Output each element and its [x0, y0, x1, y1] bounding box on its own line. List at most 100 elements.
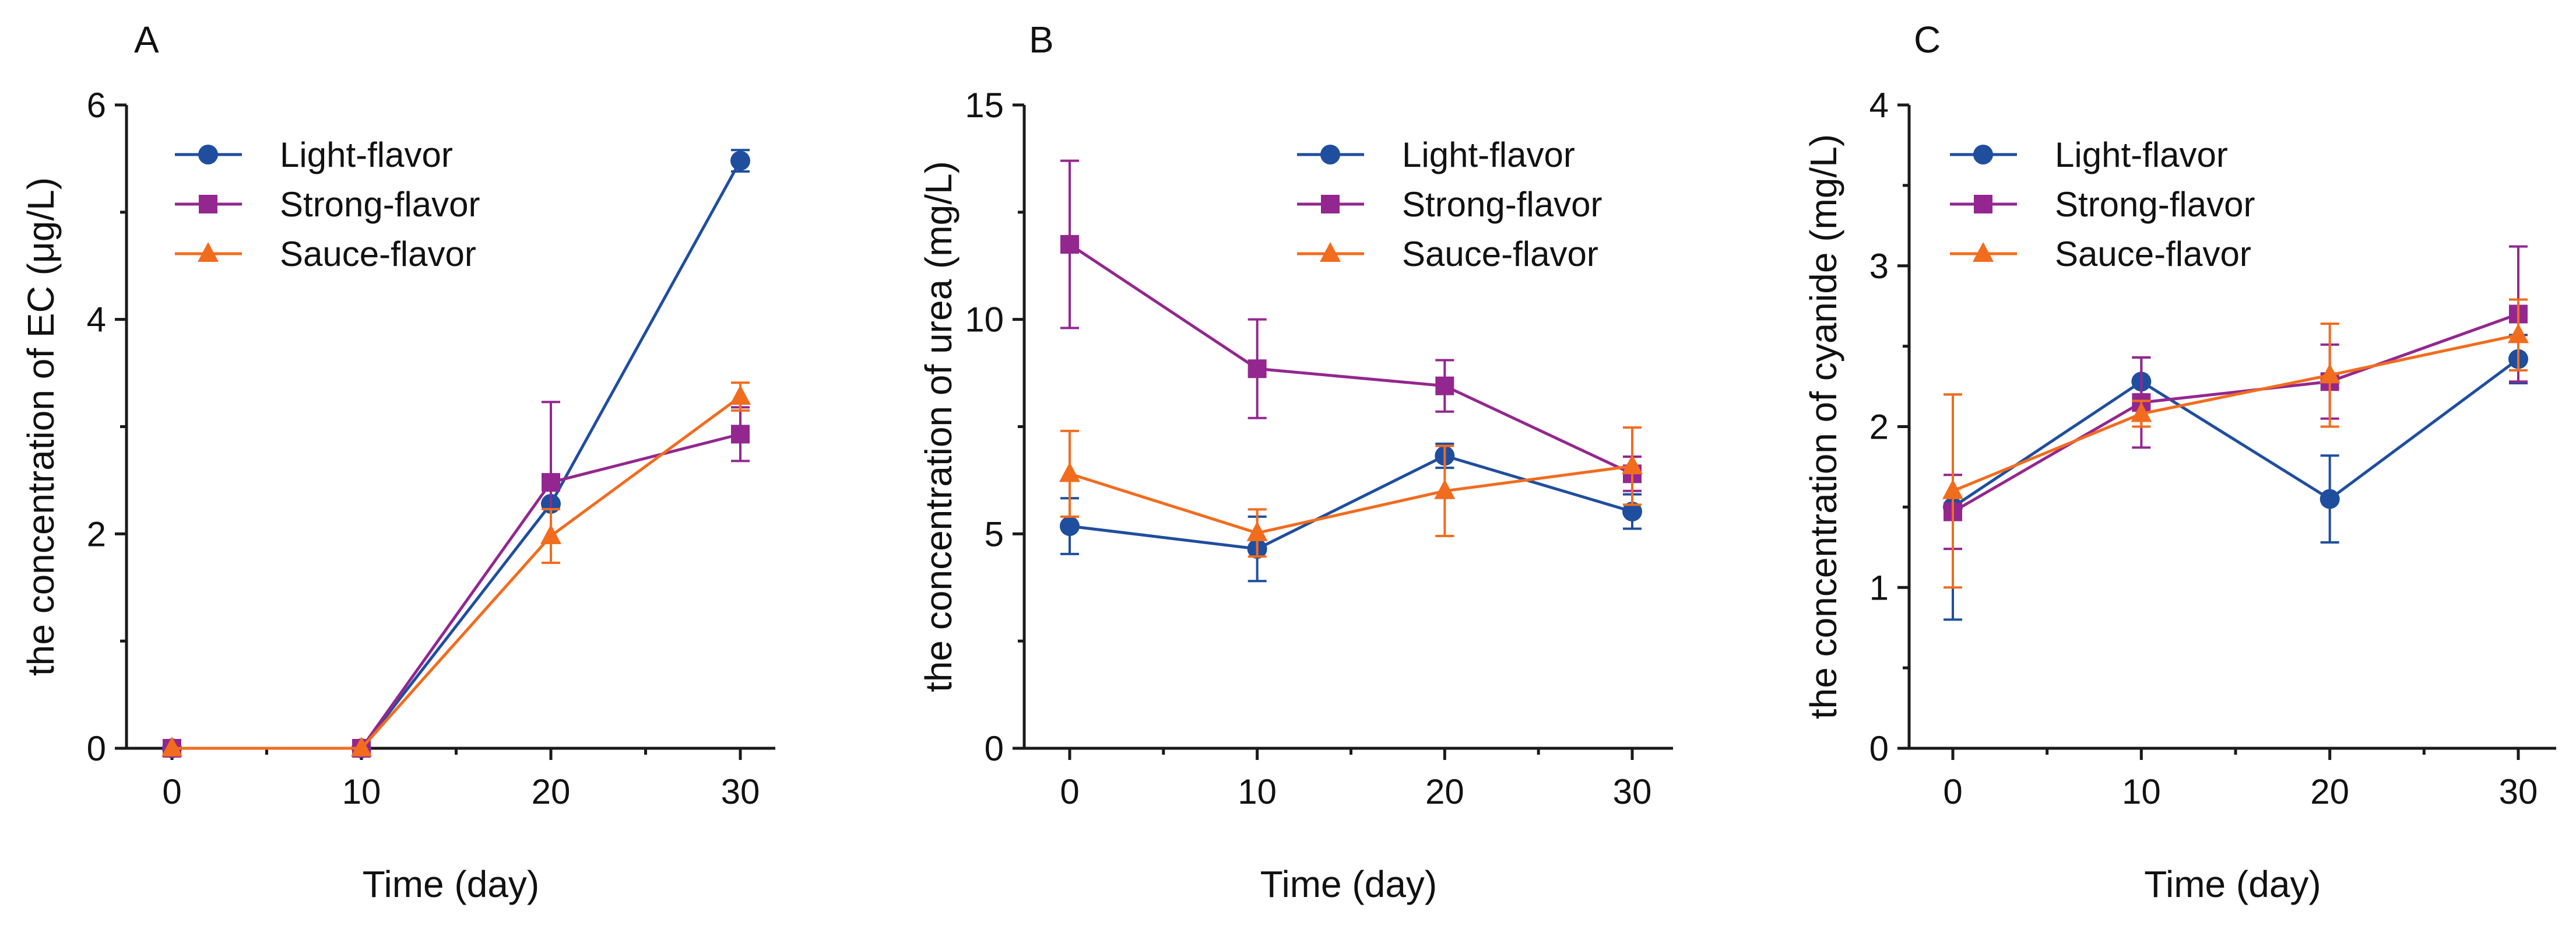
- y-tick-label: 10: [965, 300, 1004, 339]
- x-tick-label: 10: [1238, 772, 1277, 811]
- y-axis-title: the concentration of urea (mg/L): [918, 161, 960, 692]
- legend-marker: [1320, 145, 1340, 164]
- series-line: [1069, 243, 1633, 475]
- x-tick-label: 30: [2499, 772, 2538, 811]
- data-point: [730, 150, 750, 171]
- y-tick-label: 1: [1869, 568, 1889, 607]
- y-tick-label: 4: [1869, 86, 1889, 125]
- panel-label: C: [1914, 19, 1941, 61]
- series-Strong-flavor: [1060, 159, 1642, 492]
- data-point: [1942, 479, 1963, 499]
- legend-item: Sauce-flavor: [175, 234, 476, 274]
- legend-label: Sauce-flavor: [280, 234, 476, 274]
- y-axis-title: the concentration of EC (μg/L): [20, 177, 62, 676]
- legend-item: Light-flavor: [175, 135, 453, 174]
- series-line: [172, 432, 741, 750]
- series-Strong-flavor: [1944, 245, 2528, 551]
- x-tick-label: 0: [1943, 772, 1962, 811]
- x-tick-label: 20: [532, 772, 571, 811]
- y-axis-title: the concentration of cyanide (mg/L): [1802, 134, 1844, 719]
- data-point: [2131, 402, 2152, 422]
- y-tick-label: 5: [985, 514, 1004, 553]
- legend-marker: [198, 145, 218, 164]
- series-line: [1069, 454, 1633, 551]
- legend-marker: [1320, 242, 1341, 262]
- data-point: [1060, 234, 1079, 254]
- y-tick-label: 15: [965, 86, 1004, 125]
- legend-label: Strong-flavor: [280, 185, 480, 224]
- legend: Light-flavor Strong-flavor Sauce-flavor: [175, 135, 480, 274]
- y-tick-label: 0: [1869, 729, 1889, 768]
- legend: Light-flavor Strong-flavor Sauce-flavor: [1297, 135, 1602, 274]
- x-axis-title: Time (day): [1260, 863, 1437, 905]
- legend-item: Strong-flavor: [175, 185, 480, 224]
- legend-marker: [198, 242, 219, 262]
- data-point: [1059, 462, 1080, 482]
- x-tick-label: 30: [721, 772, 760, 811]
- panel-C: C 0 1 2 3 4 0 10 20 30 Time (day) the concentration…: [1802, 19, 2556, 905]
- x-tick-label: 0: [1060, 772, 1079, 811]
- x-tick-label: 30: [1613, 772, 1652, 811]
- legend-item: Light-flavor: [1950, 135, 2228, 174]
- legend-item: Sauce-flavor: [1950, 234, 2251, 274]
- legend-label: Sauce-flavor: [1402, 234, 1598, 274]
- legend-marker: [1973, 242, 1994, 262]
- data-point: [731, 425, 750, 444]
- x-tick-label: 0: [162, 772, 181, 811]
- legend-label: Strong-flavor: [1402, 185, 1602, 224]
- series-line: [1069, 464, 1633, 535]
- x-axis-title: Time (day): [363, 863, 539, 905]
- legend-label: Light-flavor: [280, 135, 453, 174]
- legend-marker: [1321, 195, 1340, 213]
- y-tick-label: 2: [1869, 408, 1889, 447]
- legend: Light-flavor Strong-flavor Sauce-flavor: [1950, 135, 2255, 274]
- panel-B: B 0 5 10 15 0 10 20 30 Time (day) the concentratio…: [918, 19, 1673, 905]
- legend-marker: [199, 195, 217, 213]
- series-line: [172, 395, 741, 750]
- data-point: [2508, 323, 2529, 344]
- data-point: [2320, 489, 2340, 509]
- series-Sauce-flavor: [161, 381, 751, 756]
- series-Sauce-flavor: [1942, 298, 2529, 589]
- panel-A: A 0 2 4 6 0 10 20 30 Time (day) the concentration …: [20, 19, 775, 905]
- legend-label: Light-flavor: [1402, 135, 1575, 174]
- series-line: [1952, 358, 2519, 509]
- data-point: [1247, 359, 1267, 379]
- y-tick-label: 6: [87, 86, 106, 125]
- legend-item: Strong-flavor: [1297, 185, 1602, 224]
- legend-label: Sauce-flavor: [2055, 234, 2251, 274]
- panel-label: A: [134, 19, 159, 61]
- legend-marker: [1973, 145, 1993, 164]
- data-point: [1622, 502, 1642, 522]
- legend-marker: [1974, 195, 1992, 213]
- x-tick-label: 10: [342, 772, 381, 811]
- data-point: [2319, 363, 2340, 384]
- series-Light-flavor: [1060, 442, 1642, 583]
- data-point: [540, 524, 561, 545]
- data-point: [1246, 521, 1268, 541]
- data-point: [1060, 516, 1080, 537]
- x-tick-label: 20: [1425, 772, 1464, 811]
- y-tick-label: 4: [87, 300, 106, 339]
- y-tick-label: 2: [87, 514, 106, 553]
- x-tick-label: 10: [2122, 772, 2161, 811]
- panel-label: B: [1029, 19, 1054, 61]
- legend-item: Strong-flavor: [1950, 185, 2255, 224]
- legend-item: Sauce-flavor: [1297, 234, 1598, 274]
- legend-label: Light-flavor: [2055, 135, 2228, 174]
- data-point: [1435, 376, 1454, 395]
- legend-item: Light-flavor: [1297, 135, 1575, 174]
- y-tick-label: 3: [1869, 247, 1889, 286]
- series-Light-flavor: [1943, 334, 2528, 621]
- x-tick-label: 20: [2310, 772, 2349, 811]
- y-tick-label: 0: [985, 729, 1004, 768]
- y-tick-label: 0: [87, 729, 106, 768]
- data-point: [161, 737, 182, 756]
- data-point: [730, 385, 751, 405]
- series-line: [1952, 313, 2519, 513]
- series-line: [1952, 333, 2519, 493]
- legend-label: Strong-flavor: [2055, 185, 2255, 224]
- series-Sauce-flavor: [1059, 426, 1643, 558]
- x-axis-title: Time (day): [2144, 863, 2321, 905]
